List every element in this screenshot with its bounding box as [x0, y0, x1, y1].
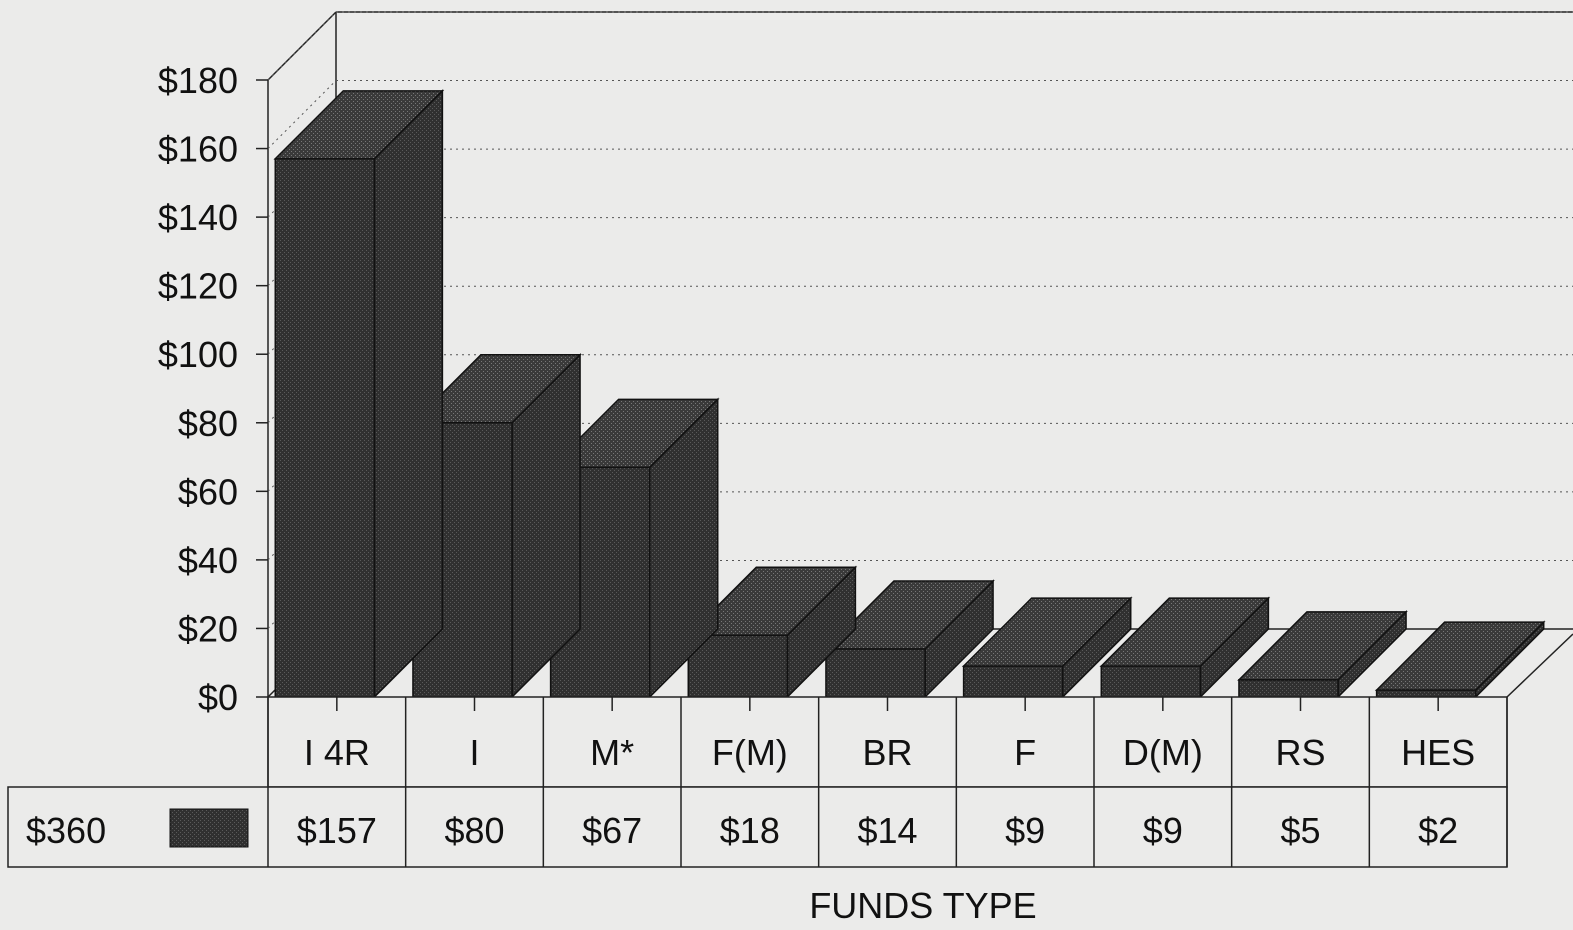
gridline-side: [267, 11, 337, 81]
category-label: F: [1014, 732, 1036, 773]
series-total-label: $360: [26, 810, 106, 851]
value-label: $18: [720, 810, 780, 851]
category-label: I 4R: [304, 732, 370, 773]
floor-right-edge: [1506, 633, 1573, 698]
y-tick-label: $180: [158, 60, 238, 101]
y-axis: $0 $20 $40 $60 $80 $100 $120 $140 $160 $180: [158, 60, 268, 718]
bars: [273, 89, 1546, 699]
category-label: RS: [1275, 732, 1325, 773]
x-axis-title: FUNDS TYPE: [809, 885, 1036, 926]
bar: [1374, 620, 1546, 699]
bar: [824, 579, 995, 699]
bar-front: [1375, 689, 1477, 698]
y-tick-label: $40: [178, 540, 238, 581]
bar: [273, 89, 445, 699]
bar-front: [962, 665, 1064, 698]
value-label: $2: [1418, 810, 1458, 851]
value-label: $9: [1005, 810, 1045, 851]
category-label: I: [469, 732, 479, 773]
value-label: $14: [857, 810, 917, 851]
value-label: $9: [1143, 810, 1183, 851]
y-tick-label: $80: [178, 403, 238, 444]
value-label: $5: [1280, 810, 1320, 851]
legend-swatch: [169, 808, 249, 848]
category-label: HES: [1401, 732, 1475, 773]
category-label: M*: [590, 732, 634, 773]
bar: [961, 596, 1133, 699]
bar-front: [274, 158, 376, 698]
bar-front: [1100, 665, 1202, 698]
bar-front: [687, 634, 789, 698]
value-label: $80: [444, 810, 504, 851]
category-label: D(M): [1123, 732, 1203, 773]
y-tick-label: $120: [158, 266, 238, 307]
gridline-side: [267, 80, 337, 149]
bar: [1237, 610, 1408, 699]
bar-front: [825, 648, 926, 698]
y-tick-label: $100: [158, 334, 238, 375]
category-label: F(M): [712, 732, 788, 773]
y-tick-label: $140: [158, 197, 238, 238]
value-label: $157: [297, 810, 377, 851]
data-table: I 4R $157 I $80 M* $67 F(M) $18 BR $14 F $9 D(M) $9 RS…: [7, 696, 1508, 868]
value-row: [7, 786, 1508, 868]
y-tick-label: $160: [158, 129, 238, 170]
y-tick-label: $60: [178, 471, 238, 512]
y-tick-label: $20: [178, 608, 238, 649]
category-label: BR: [862, 732, 912, 773]
bar-front: [1238, 679, 1339, 698]
y-tick-label: $0: [198, 677, 238, 718]
bar: [1099, 596, 1271, 699]
category-row: [267, 696, 1508, 788]
value-label: $67: [582, 810, 642, 851]
bar: [686, 565, 858, 699]
bar-side: [373, 89, 444, 699]
